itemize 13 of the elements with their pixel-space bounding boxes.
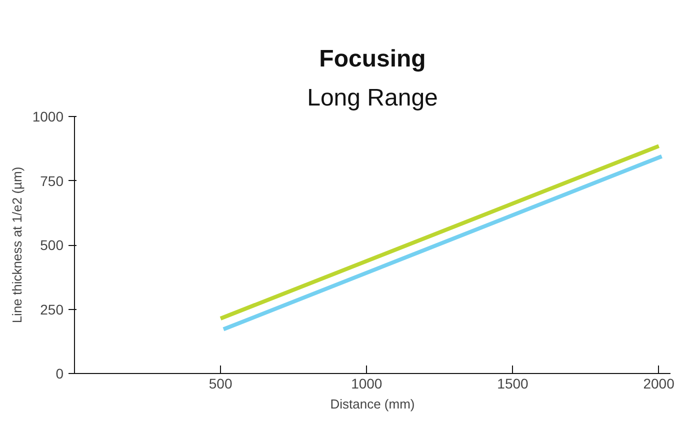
y-tick-label: 0 (56, 366, 64, 382)
y-tick-label: 750 (40, 172, 64, 189)
y-tick-label: 1000 (32, 108, 64, 124)
y-axis-title: Line thickness at 1/e2 (µm) (9, 166, 24, 324)
x-tick-label: 1500 (497, 376, 529, 392)
x-tick-label: 2000 (643, 376, 675, 392)
x-axis-title: Distance (mm) (330, 396, 415, 412)
chart-subtitle: Long Range (307, 84, 438, 112)
chart-title: Focusing (319, 46, 426, 72)
y-tick-label: 500 (40, 237, 64, 253)
x-tick-label: 1000 (351, 376, 382, 392)
y-tick-label: 250 (40, 301, 64, 318)
x-tick-label: 500 (208, 376, 232, 392)
